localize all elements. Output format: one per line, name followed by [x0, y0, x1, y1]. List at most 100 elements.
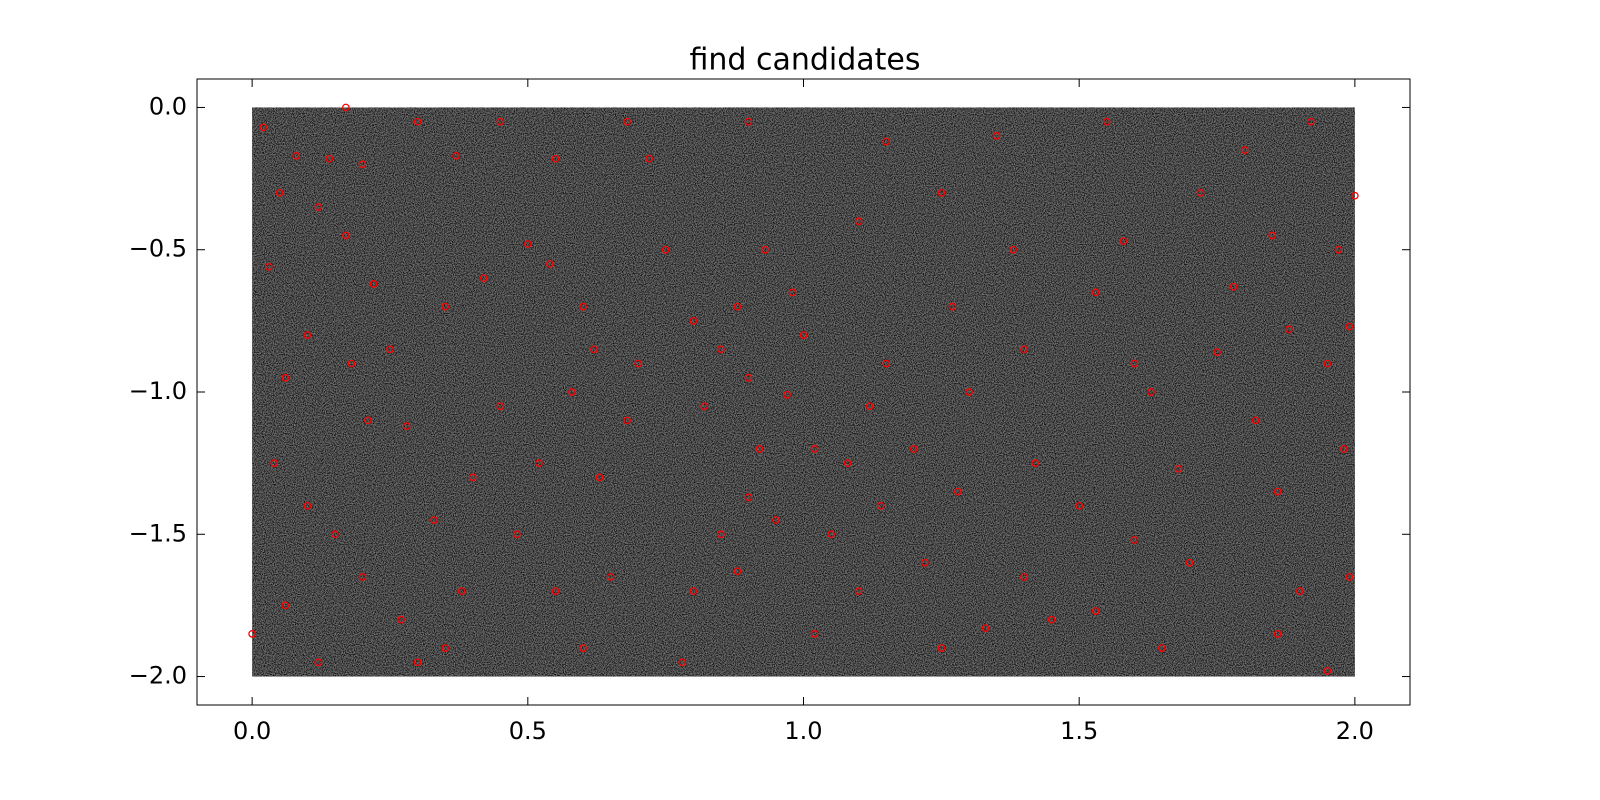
- candidate-point: [716, 530, 725, 539]
- candidate-point: [546, 260, 554, 268]
- candidate-point: [1323, 667, 1332, 675]
- candidate-point: [441, 302, 449, 311]
- candidate-point: [661, 245, 670, 254]
- candidate-point: [595, 473, 604, 482]
- candidate-point: [413, 117, 422, 126]
- candidate-point: [1047, 615, 1056, 624]
- candidate-point: [1268, 231, 1277, 240]
- candidate-point: [275, 188, 284, 197]
- candidate-point: [534, 459, 543, 467]
- candidate-point: [1306, 117, 1315, 126]
- candidate-point: [733, 302, 742, 311]
- candidate-point: [1031, 459, 1039, 467]
- x-tick-label: 1.5: [1060, 717, 1098, 745]
- candidate-point: [358, 160, 367, 169]
- candidate-point: [281, 373, 290, 382]
- points: [248, 103, 1359, 675]
- candidate-point: [948, 302, 957, 311]
- y-tick-label: −2.0: [129, 662, 187, 690]
- candidate-point: [270, 459, 279, 467]
- candidate-point: [634, 359, 642, 368]
- candidate-point: [1339, 445, 1348, 453]
- candidate-point: [1323, 359, 1332, 368]
- candidate-point: [358, 573, 367, 581]
- candidate-point: [1240, 146, 1249, 154]
- candidate-point: [882, 359, 891, 368]
- candidate-point: [1351, 191, 1359, 200]
- candidate-point: [330, 530, 339, 539]
- candidate-point: [843, 459, 852, 467]
- candidate-point: [937, 188, 946, 197]
- candidate-point: [810, 445, 819, 453]
- candidate-point: [303, 331, 312, 339]
- candidate-point: [496, 402, 505, 411]
- candidate-point: [468, 473, 477, 482]
- x-tick-label: 0.5: [509, 717, 547, 745]
- candidate-point: [761, 245, 769, 254]
- candidate-point: [920, 558, 929, 567]
- y-tick-label: −1.5: [129, 519, 187, 547]
- candidate-point: [590, 345, 598, 354]
- candidate-point: [369, 280, 378, 288]
- candidate-point: [568, 388, 576, 396]
- candidate-point: [623, 117, 631, 126]
- candidate-point: [413, 658, 422, 667]
- x-tick-label: 0.0: [233, 717, 271, 745]
- candidate-point: [799, 331, 808, 339]
- candidate-point: [579, 644, 587, 652]
- candidate-point: [264, 262, 273, 271]
- candidate-point: [303, 501, 312, 510]
- candidate-point: [523, 240, 532, 248]
- candidate-point: [992, 132, 1001, 140]
- y-tick-label: 0.0: [149, 92, 187, 120]
- candidate-point: [579, 302, 587, 311]
- candidate-point: [397, 615, 405, 624]
- candidate-point: [496, 117, 505, 126]
- ticks: 0.0 0.5 1.0 1.5 2.0 0.0 −0.5 −1.0 −1.5 −2.0: [129, 79, 1410, 745]
- candidate-point: [281, 601, 290, 610]
- candidate-point: [1284, 325, 1293, 334]
- candidate-point: [430, 516, 438, 524]
- candidate-point: [744, 373, 753, 382]
- candidate-point: [1273, 630, 1282, 638]
- candidate-point: [1020, 345, 1028, 354]
- candidate-point: [1196, 188, 1205, 197]
- candidate-point: [314, 203, 323, 211]
- candidate-point: [248, 630, 256, 638]
- candidate-point: [1020, 573, 1028, 581]
- candidate-point: [1251, 416, 1260, 425]
- candidate-point: [512, 530, 521, 539]
- candidate-point: [292, 151, 301, 160]
- candidate-point: [457, 587, 466, 596]
- y-tick-label: −1.0: [129, 377, 187, 405]
- candidate-point: [678, 658, 687, 667]
- candidate-point: [342, 231, 350, 240]
- candidate-point: [1174, 464, 1183, 473]
- candidate-point: [827, 530, 835, 539]
- candidate-point: [1345, 573, 1354, 581]
- y-tick-label: −0.5: [129, 235, 187, 263]
- candidate-point: [314, 658, 323, 667]
- candidate-point: [1158, 644, 1166, 652]
- candidate-point: [1102, 117, 1111, 126]
- candidate-point: [783, 390, 791, 399]
- candidate-point: [551, 154, 560, 163]
- candidate-point: [259, 123, 268, 132]
- candidate-point: [1119, 237, 1128, 246]
- candidate-point: [364, 416, 372, 425]
- candidate-point: [1185, 558, 1194, 567]
- candidate-point: [744, 493, 753, 502]
- image-layer: [252, 107, 1355, 677]
- candidate-point: [1075, 501, 1084, 510]
- candidate-point: [1345, 322, 1354, 331]
- candidate-point: [689, 587, 698, 596]
- candidate-point: [909, 445, 918, 453]
- x-tick-label: 2.0: [1336, 717, 1374, 745]
- candidate-point: [810, 630, 819, 638]
- candidate-point: [402, 422, 411, 430]
- candidate-point: [937, 644, 946, 652]
- candidate-point: [1334, 245, 1343, 254]
- candidate-point: [1147, 388, 1155, 396]
- candidate-point: [606, 573, 615, 581]
